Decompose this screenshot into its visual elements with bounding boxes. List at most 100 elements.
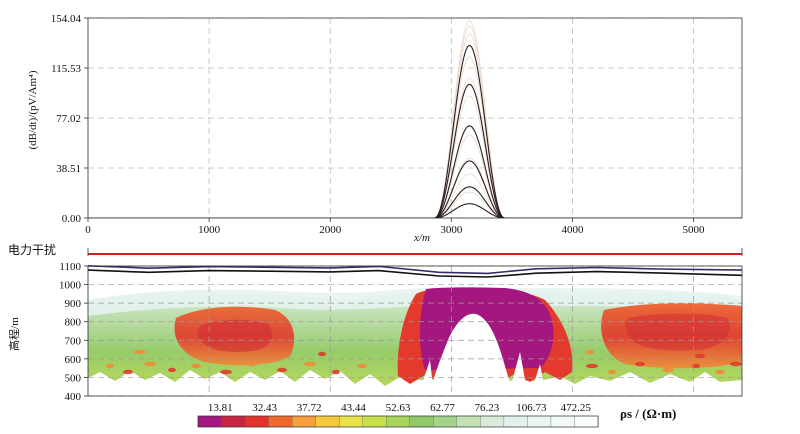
decay-curve bbox=[88, 77, 742, 218]
top-series bbox=[88, 20, 742, 218]
speckle-mark bbox=[191, 363, 201, 369]
top-x-tick-label: 2000 bbox=[319, 224, 342, 236]
speckle-mark bbox=[332, 369, 340, 375]
decay-curve bbox=[88, 44, 742, 218]
speckle-mark bbox=[692, 363, 700, 369]
colorbar-label: 472.25 bbox=[561, 402, 592, 414]
decay-curve bbox=[88, 125, 742, 218]
colorbar-cell bbox=[221, 415, 246, 428]
speckle-mark bbox=[144, 361, 156, 367]
speckle-mark bbox=[248, 361, 256, 367]
interference-strip: 电力干扰 bbox=[8, 243, 743, 257]
top-y-tick-label: 77.02 bbox=[56, 113, 81, 125]
colorbar-cell bbox=[409, 415, 434, 428]
decay-curve bbox=[88, 203, 742, 218]
top-x-tick-label: 0 bbox=[85, 224, 91, 236]
decay-curve bbox=[88, 20, 742, 218]
top-x-axis-label: x/m bbox=[413, 232, 430, 244]
speckle-mark bbox=[635, 361, 645, 367]
colorbar-cell bbox=[550, 415, 576, 428]
colorbar-cell bbox=[291, 415, 317, 428]
bottom-y-tick-label: 1000 bbox=[59, 280, 82, 292]
bottom-y-tick-label: 400 bbox=[65, 391, 82, 403]
bottom-panel: 1100 1000 900 800 700 600 500 400 高程/m bbox=[7, 261, 743, 403]
decay-curve bbox=[88, 83, 742, 218]
colorbar-label: 43.44 bbox=[341, 402, 366, 414]
top-x-tick-label: 5000 bbox=[683, 224, 706, 236]
speckle-mark bbox=[106, 363, 114, 369]
top-y-ticks: 0.00 38.51 77.02 115.53 154.04 bbox=[51, 13, 88, 225]
colorbar-cell bbox=[574, 415, 599, 428]
speckle-mark bbox=[277, 367, 287, 373]
bottom-y-tick-label: 600 bbox=[65, 354, 82, 366]
bottom-y-tick-label: 1100 bbox=[59, 261, 81, 273]
top-y-axis-label: (dB/dt)/(pV/Am⁴) bbox=[27, 70, 39, 149]
colorbar-cells bbox=[197, 415, 599, 428]
colorbar: 13.81 32.43 37.72 43.44 52.63 62.77 76.23 106.7… bbox=[197, 402, 676, 428]
colorbar-label: 37.72 bbox=[297, 402, 322, 414]
speckle-mark bbox=[586, 363, 598, 369]
colorbar-cell bbox=[433, 415, 458, 428]
speckle-mark bbox=[608, 369, 616, 375]
section-speckle bbox=[106, 349, 742, 375]
colorbar-cell bbox=[503, 415, 529, 428]
top-y-tick-label: 38.51 bbox=[56, 163, 81, 175]
colorbar-cell bbox=[338, 415, 364, 428]
speckle-mark bbox=[586, 349, 594, 355]
terrain-lines bbox=[87, 265, 743, 278]
colorbar-cell bbox=[268, 415, 293, 428]
speckle-mark bbox=[695, 353, 705, 359]
colorbar-unit: ρs / (Ω·m) bbox=[620, 406, 676, 421]
decay-curve bbox=[88, 134, 742, 218]
bottom-y-tick-label: 800 bbox=[65, 317, 82, 329]
dome-fingers bbox=[418, 352, 546, 396]
top-y-tick-label: 115.53 bbox=[51, 63, 81, 75]
bottom-y-tick-label: 900 bbox=[65, 298, 82, 310]
colorbar-label: 106.73 bbox=[516, 402, 547, 414]
colorbar-label: 76.23 bbox=[475, 402, 500, 414]
colorbar-cell bbox=[362, 415, 387, 428]
top-x-tick-label: 1000 bbox=[198, 224, 221, 236]
speckle-mark bbox=[304, 361, 316, 367]
colorbar-label: 52.63 bbox=[386, 402, 411, 414]
speckle-mark bbox=[357, 363, 367, 369]
top-grid bbox=[87, 17, 742, 219]
speckle-mark bbox=[318, 351, 326, 357]
colorbar-cell bbox=[315, 415, 340, 428]
decay-curve bbox=[88, 191, 742, 218]
colorbar-cell bbox=[386, 415, 411, 428]
speckle-mark bbox=[715, 369, 725, 375]
colorbar-outline bbox=[197, 415, 599, 428]
speckle-mark bbox=[662, 367, 674, 373]
top-x-ticks: 0 1000 2000 3000 4000 5000 bbox=[85, 218, 705, 236]
speckle-mark bbox=[134, 349, 146, 355]
bottom-y-tick-label: 500 bbox=[65, 372, 82, 384]
decay-curve bbox=[88, 33, 742, 218]
colorbar-label: 62.77 bbox=[430, 402, 455, 414]
colorbar-labels: 13.81 32.43 37.72 43.44 52.63 62.77 76.23 106.7… bbox=[208, 402, 592, 414]
decay-curve bbox=[88, 157, 742, 218]
speckle-mark bbox=[220, 369, 232, 375]
bottom-y-ticks: 1100 1000 900 800 700 600 500 400 bbox=[59, 261, 88, 403]
top-y-tick-label: 154.04 bbox=[51, 13, 82, 25]
colorbar-label: 13.81 bbox=[208, 402, 233, 414]
bottom-y-axis-label: 高程/m bbox=[7, 317, 21, 351]
decay-curve bbox=[88, 160, 742, 218]
anomaly-left-core bbox=[197, 319, 273, 352]
top-x-tick-label: 4000 bbox=[561, 224, 584, 236]
top-y-tick-label: 0.00 bbox=[62, 213, 82, 225]
decay-curve bbox=[88, 25, 742, 218]
speckle-mark bbox=[123, 369, 133, 375]
bottom-y-tick-label: 700 bbox=[65, 335, 82, 347]
decay-curve bbox=[88, 173, 742, 218]
colorbar-label: 32.43 bbox=[252, 402, 277, 414]
terrain-upper-line bbox=[87, 265, 743, 275]
interference-label: 电力干扰 bbox=[8, 243, 56, 257]
speckle-mark bbox=[730, 361, 742, 367]
top-panel: 0.00 38.51 77.02 115.53 154.04 0 1000 2000 3000… bbox=[27, 13, 743, 244]
speckle-mark bbox=[168, 367, 176, 373]
bottom-frame bbox=[87, 265, 743, 397]
colorbar-cell bbox=[197, 415, 223, 428]
terrain-lower-line bbox=[87, 269, 743, 278]
